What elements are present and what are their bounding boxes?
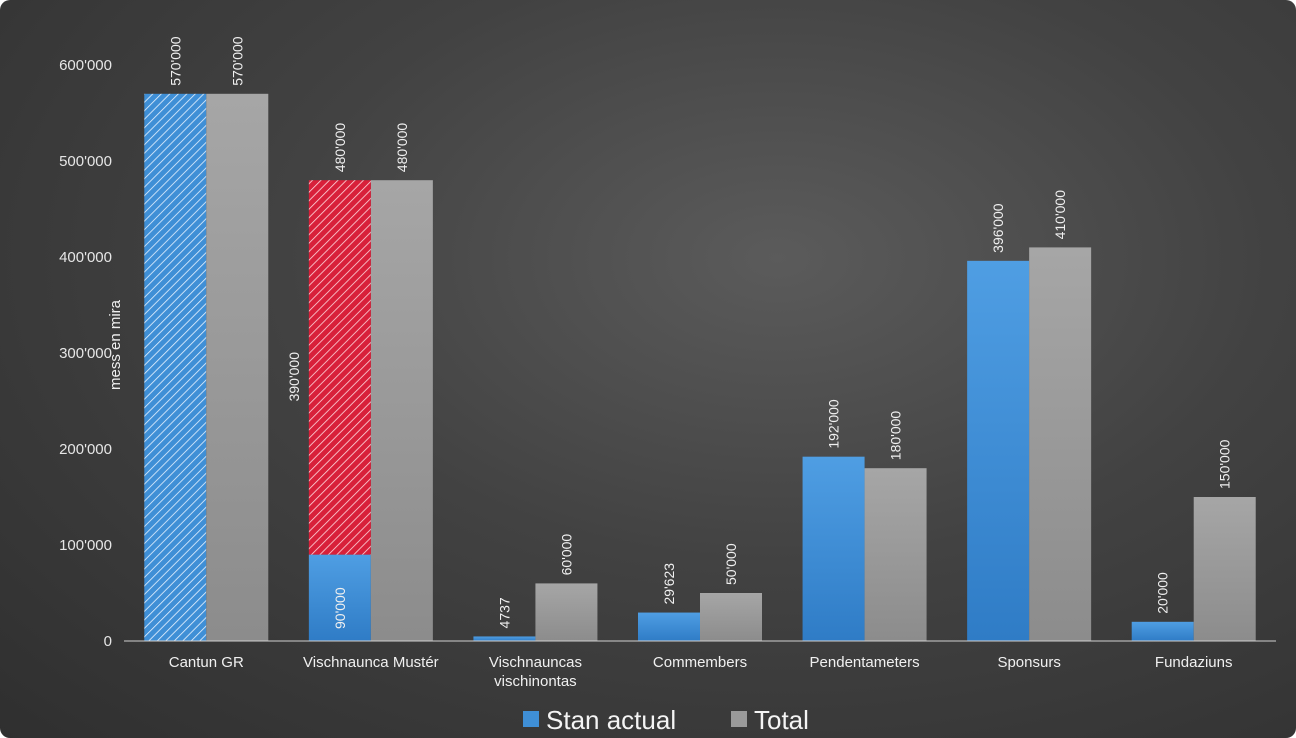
data-label-stacked-top: 480'000: [332, 123, 348, 173]
legend: Stan actual Total: [523, 705, 809, 735]
bar-stan-actual: [1131, 621, 1194, 641]
y-tick-label: 300'000: [59, 345, 112, 362]
data-labels: 570'000 570'000 90'000 390'000 480'000 480'00…: [167, 36, 1232, 629]
bar-total: [1029, 247, 1092, 641]
y-tick-label: 600'000: [59, 57, 112, 74]
legend-swatch-stan-actual: [523, 711, 539, 727]
bar-stan-actual: [967, 260, 1030, 641]
data-label-total: 50'000: [723, 543, 739, 585]
y-axis: 0 100'000 200'000 300'000 400'000 500'000 600'…: [59, 57, 112, 650]
bar-stan-actual: [473, 636, 536, 641]
bar-stan-actual: [144, 93, 207, 642]
data-label-total: 570'000: [229, 36, 245, 86]
x-category-label: Cantun GR: [169, 654, 244, 671]
x-axis-labels: Cantun GR Vischnaunca Mustér Vischnauncas v…: [169, 654, 1233, 690]
y-tick-label: 0: [104, 633, 112, 650]
bar-stan-actual: [638, 612, 700, 641]
y-tick-label: 400'000: [59, 249, 112, 266]
bar-total: [1193, 497, 1256, 641]
x-category-label: Sponsurs: [997, 654, 1060, 671]
bar-total: [864, 468, 927, 641]
x-category-label: Pendentameters: [810, 654, 920, 671]
data-label-total: 410'000: [1052, 190, 1068, 240]
x-category-label: Fundaziuns: [1155, 654, 1233, 671]
data-label-total: 480'000: [394, 123, 410, 173]
x-category-label: Vischnauncas: [489, 654, 582, 671]
bars: [144, 93, 1256, 642]
y-tick-label: 500'000: [59, 153, 112, 170]
data-label-stan-actual: 396'000: [990, 203, 1006, 253]
y-tick-label: 200'000: [59, 441, 112, 458]
data-label-stan-actual: 20'000: [1155, 572, 1171, 614]
data-label-stan-actual: 4737: [496, 597, 512, 628]
data-label-total: 180'000: [888, 411, 904, 461]
y-tick-label: 100'000: [59, 537, 112, 554]
legend-label-total: Total: [754, 705, 809, 735]
x-category-label: Vischnaunca Mustér: [303, 654, 439, 671]
x-category-label: vischinontas: [494, 673, 577, 690]
bar-total: [700, 593, 762, 641]
data-label-total: 150'000: [1217, 439, 1233, 489]
data-label-stacked: 390'000: [286, 352, 302, 402]
data-label-total: 60'000: [558, 534, 574, 576]
bar-total: [370, 180, 433, 641]
bar-total: [535, 583, 598, 641]
legend-swatch-total: [731, 711, 747, 727]
data-label-stan-actual: 29'623: [661, 563, 677, 605]
x-category-label: Commembers: [653, 654, 747, 671]
bar-stan-actual: [802, 456, 865, 641]
data-label-stan-actual: 90'000: [332, 587, 348, 629]
bar-stacked-remaining: [308, 180, 371, 555]
bar-total: [206, 93, 269, 642]
data-label-stan-actual: 570'000: [167, 36, 183, 86]
legend-label-stan-actual: Stan actual: [546, 705, 676, 735]
data-label-stan-actual: 192'000: [826, 399, 842, 449]
bar-stan-actual: [308, 554, 371, 641]
y-axis-title: mess en mira: [107, 299, 124, 390]
